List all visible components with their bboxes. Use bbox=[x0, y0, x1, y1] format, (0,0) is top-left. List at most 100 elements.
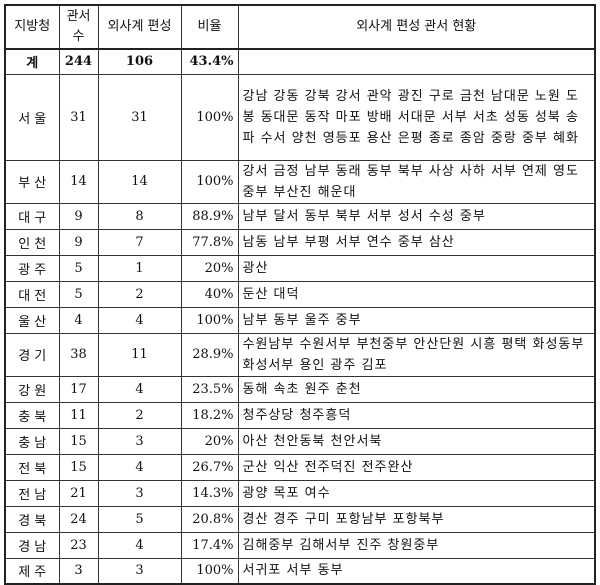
cell-ratio: 100% bbox=[180, 306, 239, 334]
cell-foreign: 4 bbox=[97, 375, 182, 403]
cell-list: 광산 bbox=[237, 254, 596, 282]
total-label: 계 bbox=[4, 48, 60, 75]
table-row: 전 북 15 4 26.7% 군산 익산 전주덕진 전주완산 bbox=[4, 453, 596, 481]
cell-region: 충 북 bbox=[4, 401, 60, 429]
header-region: 지방청 bbox=[4, 4, 60, 50]
header-ratio: 비율 bbox=[180, 4, 239, 50]
cell-ratio: 17.4% bbox=[180, 531, 239, 559]
total-foreign: 106 bbox=[97, 48, 182, 75]
header-foreign: 외사계 편성 bbox=[97, 4, 182, 50]
cell-stations: 5 bbox=[58, 280, 99, 308]
cell-ratio: 100% bbox=[180, 557, 239, 585]
cell-foreign: 11 bbox=[97, 332, 182, 377]
cell-foreign: 8 bbox=[97, 202, 182, 230]
cell-list: 둔산 대덕 bbox=[237, 280, 596, 308]
cell-foreign: 1 bbox=[97, 254, 182, 282]
header-list: 외사계 편성 관서 현황 bbox=[237, 4, 596, 50]
cell-stations: 31 bbox=[58, 73, 99, 161]
table-row: 전 남 21 3 14.3% 광양 목포 여수 bbox=[4, 479, 596, 507]
header-stations: 관서수 bbox=[58, 4, 99, 50]
cell-stations: 15 bbox=[58, 427, 99, 455]
cell-stations: 21 bbox=[58, 479, 99, 507]
table-row: 경 북 24 5 20.8% 경산 경주 구미 포항남부 포항북부 bbox=[4, 505, 596, 533]
cell-list: 남동 남부 부평 서부 연수 중부 삼산 bbox=[237, 228, 596, 256]
cell-foreign: 14 bbox=[97, 159, 182, 204]
cell-ratio: 88.9% bbox=[180, 202, 239, 230]
cell-region: 강 원 bbox=[4, 375, 60, 403]
cell-region: 울 산 bbox=[4, 306, 60, 334]
cell-region: 서 울 bbox=[4, 73, 60, 161]
cell-ratio: 20% bbox=[180, 427, 239, 455]
cell-list: 강서 금정 남부 동래 동부 북부 사상 사하 서부 연제 영도 중부 부산진 … bbox=[237, 159, 596, 204]
cell-list: 청주상당 청주흥덕 bbox=[237, 401, 596, 429]
cell-foreign: 2 bbox=[97, 280, 182, 308]
cell-region: 전 남 bbox=[4, 479, 60, 507]
cell-ratio: 20% bbox=[180, 254, 239, 282]
cell-region: 광 주 bbox=[4, 254, 60, 282]
cell-ratio: 14.3% bbox=[180, 479, 239, 507]
cell-stations: 9 bbox=[58, 202, 99, 230]
total-row: 계 244 106 43.4% bbox=[4, 48, 596, 75]
cell-foreign: 4 bbox=[97, 306, 182, 334]
cell-stations: 11 bbox=[58, 401, 99, 429]
cell-stations: 24 bbox=[58, 505, 99, 533]
cell-ratio: 23.5% bbox=[180, 375, 239, 403]
table-row: 경 남 23 4 17.4% 김해중부 김해서부 진주 창원중부 bbox=[4, 531, 596, 559]
cell-region: 경 기 bbox=[4, 332, 60, 377]
table-row: 서 울 31 31 100% 강남 강동 강북 강서 관악 광진 구로 금천 남대문 노… bbox=[4, 73, 596, 161]
cell-ratio: 100% bbox=[180, 73, 239, 161]
cell-region: 경 남 bbox=[4, 531, 60, 559]
table-row: 제 주 3 3 100% 서귀포 서부 동부 bbox=[4, 557, 596, 585]
cell-ratio: 100% bbox=[180, 159, 239, 204]
cell-region: 경 북 bbox=[4, 505, 60, 533]
table-row: 부 산 14 14 100% 강서 금정 남부 동래 동부 북부 사상 사하 서부 연제… bbox=[4, 159, 596, 204]
cell-ratio: 77.8% bbox=[180, 228, 239, 256]
cell-list: 동해 속초 원주 춘천 bbox=[237, 375, 596, 403]
cell-list: 강남 강동 강북 강서 관악 광진 구로 금천 남대문 노원 도봉 동대문 동작… bbox=[237, 73, 596, 161]
cell-foreign: 2 bbox=[97, 401, 182, 429]
total-ratio: 43.4% bbox=[180, 48, 239, 75]
cell-list: 경산 경주 구미 포항남부 포항북부 bbox=[237, 505, 596, 533]
cell-foreign: 3 bbox=[97, 479, 182, 507]
cell-region: 대 전 bbox=[4, 280, 60, 308]
table-row: 충 남 15 3 20% 아산 천안동북 천안서북 bbox=[4, 427, 596, 455]
cell-foreign: 7 bbox=[97, 228, 182, 256]
table-row: 대 구 9 8 88.9% 남부 달서 동부 북부 서부 성서 수성 중부 bbox=[4, 202, 596, 230]
header-row: 지방청 관서수 외사계 편성 비율 외사계 편성 관서 현황 bbox=[4, 4, 596, 50]
cell-ratio: 26.7% bbox=[180, 453, 239, 481]
cell-list: 광양 목포 여수 bbox=[237, 479, 596, 507]
cell-list: 김해중부 김해서부 진주 창원중부 bbox=[237, 531, 596, 559]
cell-stations: 38 bbox=[58, 332, 99, 377]
total-list bbox=[237, 48, 596, 75]
cell-stations: 3 bbox=[58, 557, 99, 585]
cell-ratio: 28.9% bbox=[180, 332, 239, 377]
cell-foreign: 4 bbox=[97, 453, 182, 481]
cell-list: 아산 천안동북 천안서북 bbox=[237, 427, 596, 455]
table-row: 울 산 4 4 100% 남부 동부 울주 중부 bbox=[4, 306, 596, 334]
foreign-affairs-table: 지방청 관서수 외사계 편성 비율 외사계 편성 관서 현황 계 244 106… bbox=[4, 4, 596, 585]
cell-region: 부 산 bbox=[4, 159, 60, 204]
cell-list: 남부 동부 울주 중부 bbox=[237, 306, 596, 334]
cell-list: 수원남부 수원서부 부천중부 안산단원 시흥 평택 화성동부 화성서부 용인 광… bbox=[237, 332, 596, 377]
cell-ratio: 40% bbox=[180, 280, 239, 308]
cell-ratio: 20.8% bbox=[180, 505, 239, 533]
cell-stations: 9 bbox=[58, 228, 99, 256]
cell-region: 인 천 bbox=[4, 228, 60, 256]
cell-foreign: 5 bbox=[97, 505, 182, 533]
table-row: 강 원 17 4 23.5% 동해 속초 원주 춘천 bbox=[4, 375, 596, 403]
table-row: 충 북 11 2 18.2% 청주상당 청주흥덕 bbox=[4, 401, 596, 429]
cell-stations: 17 bbox=[58, 375, 99, 403]
cell-region: 충 남 bbox=[4, 427, 60, 455]
table-row: 인 천 9 7 77.8% 남동 남부 부평 서부 연수 중부 삼산 bbox=[4, 228, 596, 256]
cell-stations: 14 bbox=[58, 159, 99, 204]
cell-region: 대 구 bbox=[4, 202, 60, 230]
cell-foreign: 3 bbox=[97, 427, 182, 455]
table-row: 경 기 38 11 28.9% 수원남부 수원서부 부천중부 안산단원 시흥 평택 화성… bbox=[4, 332, 596, 377]
cell-list: 서귀포 서부 동부 bbox=[237, 557, 596, 585]
cell-ratio: 18.2% bbox=[180, 401, 239, 429]
total-stations: 244 bbox=[58, 48, 99, 75]
cell-region: 제 주 bbox=[4, 557, 60, 585]
cell-list: 군산 익산 전주덕진 전주완산 bbox=[237, 453, 596, 481]
cell-foreign: 3 bbox=[97, 557, 182, 585]
table-row: 대 전 5 2 40% 둔산 대덕 bbox=[4, 280, 596, 308]
